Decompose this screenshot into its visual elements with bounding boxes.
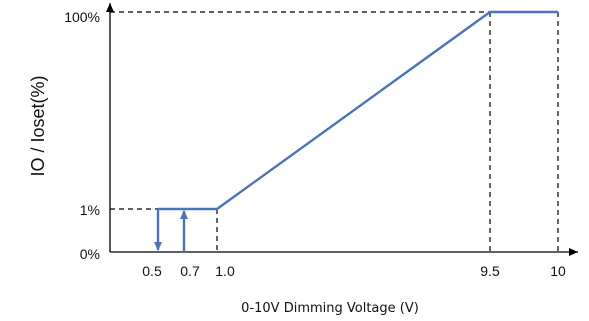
series-layer <box>154 10 558 252</box>
x-tick-label-1-0: 1.0 <box>215 263 235 279</box>
x-axis-title: 0-10V Dimming Voltage (V) <box>241 301 419 316</box>
y-tick-label-0: 0% <box>80 246 100 262</box>
y-tick-labels: 100% 1% 0% <box>64 9 100 262</box>
reference-lines <box>110 11 559 252</box>
y-tick-label-100: 100% <box>64 9 100 25</box>
x-tick-label-10: 10 <box>550 263 566 279</box>
y-tick-label-1: 1% <box>80 202 100 218</box>
x-tick-label-0-7: 0.7 <box>180 263 200 279</box>
x-tick-label-0-5: 0.5 <box>142 263 162 279</box>
series-line-0 <box>158 10 558 211</box>
x-tick-labels: 0.5 0.7 1.0 9.5 10 <box>142 263 566 279</box>
x-tick-label-9-5: 9.5 <box>480 263 500 279</box>
y-axis-title: IO / Ioset(%) <box>28 75 48 176</box>
